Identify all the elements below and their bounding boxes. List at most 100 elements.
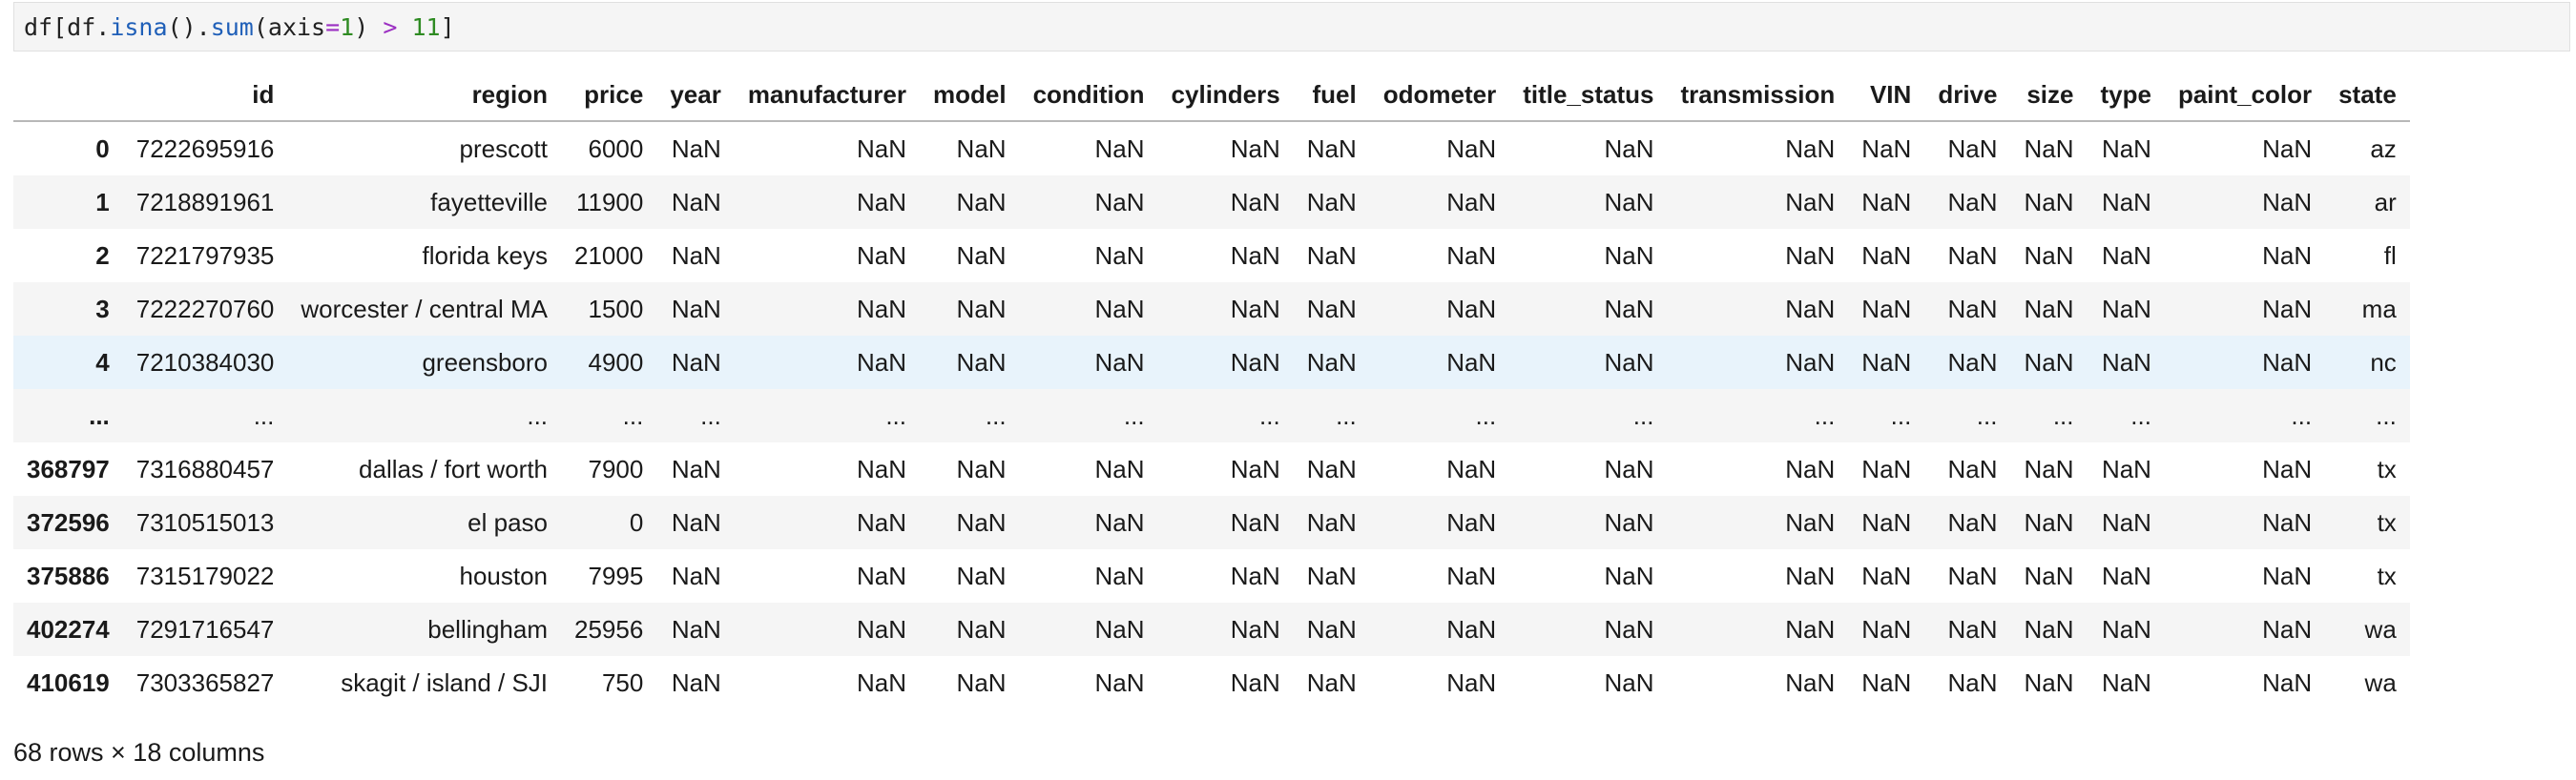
table-cell: NaN xyxy=(1306,614,1357,644)
table-cell: NaN xyxy=(1785,507,1836,537)
table-cell: 11900 xyxy=(575,187,644,216)
table-cell: NaN xyxy=(1446,454,1497,483)
table-cell: NaN xyxy=(1604,507,1654,537)
column-header-region: region xyxy=(287,69,562,122)
table-cell: NaN xyxy=(1861,187,1912,216)
table-cell: NaN xyxy=(2262,294,2313,323)
table-cell: NaN xyxy=(856,187,906,216)
row-index: 410619 xyxy=(27,667,110,697)
column-header-vin: VIN xyxy=(1848,69,1925,122)
table-cell: 7210384030 xyxy=(135,347,275,377)
table-row: 4 7210384030 greensboro 4900 NaN NaN NaN NaN NaN… xyxy=(13,336,2410,389)
table-cell: florida keys xyxy=(422,240,549,270)
table-cell: NaN xyxy=(1094,454,1145,483)
table-cell: NaN xyxy=(1785,187,1836,216)
column-header-drive: drive xyxy=(1924,69,2011,122)
table-cell: NaN xyxy=(2101,561,2151,590)
dataframe-shape-label: 68 rows × 18 columns xyxy=(13,738,265,767)
table-cell: 0 xyxy=(629,507,644,537)
code-cell-input[interactable]: df[df.isna().sum(axis=1) > 11] xyxy=(13,2,2570,51)
table-cell: NaN xyxy=(1230,294,1280,323)
index-header xyxy=(13,69,123,122)
table-cell: NaN xyxy=(2262,614,2313,644)
table-cell: NaN xyxy=(1230,667,1280,697)
table-cell: NaN xyxy=(2262,507,2313,537)
table-cell: NaN xyxy=(671,347,721,377)
row-index: 0 xyxy=(95,133,110,163)
table-row: ........................................… xyxy=(13,389,2410,442)
table-cell: NaN xyxy=(1861,133,1912,163)
table-row: 0 7222695916 prescott 6000 NaN NaN NaN NaN NaN Na… xyxy=(13,121,2410,175)
table-cell: NaN xyxy=(956,454,1007,483)
table-cell: ... xyxy=(985,400,1007,430)
table-cell: 7900 xyxy=(588,454,644,483)
table-cell: ... xyxy=(1259,400,1280,430)
table-cell: NaN xyxy=(1785,614,1836,644)
column-header-odometer: odometer xyxy=(1369,69,1510,122)
table-cell: NaN xyxy=(2024,667,2074,697)
table-cell: ... xyxy=(1814,400,1836,430)
table-cell: NaN xyxy=(1094,187,1145,216)
table-cell: NaN xyxy=(1446,347,1497,377)
table-cell: NaN xyxy=(1446,561,1497,590)
table-cell: 7291716547 xyxy=(135,614,275,644)
table-row: 368797 7316880457 dallas / fort worth 7900 N… xyxy=(13,442,2410,496)
table-cell: NaN xyxy=(1230,240,1280,270)
table-cell: NaN xyxy=(2101,614,2151,644)
column-header-fuel: fuel xyxy=(1293,69,1370,122)
table-cell: ... xyxy=(885,400,906,430)
table-cell: NaN xyxy=(1947,454,1998,483)
table-cell: NaN xyxy=(2101,454,2151,483)
table-row: 372596 7310515013 el paso 0 NaN NaN NaN NaN NaN N… xyxy=(13,496,2410,549)
row-index: 368797 xyxy=(27,454,110,483)
table-cell: NaN xyxy=(1604,133,1654,163)
table-cell: NaN xyxy=(671,294,721,323)
table-cell: NaN xyxy=(1446,667,1497,697)
code-token: ] xyxy=(440,13,455,41)
table-cell: NaN xyxy=(1947,561,1998,590)
table-cell: el paso xyxy=(467,507,549,537)
table-row: 1 7218891961 fayetteville 11900 NaN NaN NaN NaN… xyxy=(13,175,2410,229)
table-body: 0 7222695916 prescott 6000 NaN NaN NaN NaN NaN Na… xyxy=(13,121,2410,709)
table-cell: NaN xyxy=(1094,667,1145,697)
table-cell: NaN xyxy=(1785,667,1836,697)
table-cell: NaN xyxy=(2024,187,2074,216)
table-cell: 7315179022 xyxy=(135,561,275,590)
table-cell: NaN xyxy=(671,614,721,644)
table-cell: NaN xyxy=(1861,454,1912,483)
table-cell: NaN xyxy=(2024,294,2074,323)
table-cell: nc xyxy=(2370,347,2397,377)
table-cell: 7222695916 xyxy=(135,133,275,163)
column-header-model: model xyxy=(919,69,1020,122)
table-cell: NaN xyxy=(1306,561,1357,590)
table-cell: 7995 xyxy=(588,561,644,590)
table-cell: ma xyxy=(2361,294,2397,323)
column-header-condition: condition xyxy=(1019,69,1158,122)
table-cell: NaN xyxy=(1306,507,1357,537)
table-cell: NaN xyxy=(2101,133,2151,163)
table-cell: NaN xyxy=(1604,240,1654,270)
table-cell: NaN xyxy=(1446,133,1497,163)
code-token: sum xyxy=(210,13,254,41)
table-cell: NaN xyxy=(956,187,1007,216)
table-cell: NaN xyxy=(956,561,1007,590)
table-cell: NaN xyxy=(956,133,1007,163)
column-header-year: year xyxy=(656,69,735,122)
column-header-paint_color: paint_color xyxy=(2164,69,2326,122)
table-cell: ... xyxy=(2376,400,2397,430)
table-cell: ... xyxy=(2130,400,2151,430)
table-cell: 4900 xyxy=(588,347,644,377)
table-cell: NaN xyxy=(956,347,1007,377)
column-header-price: price xyxy=(561,69,657,122)
table-cell: NaN xyxy=(1306,187,1357,216)
table-cell: NaN xyxy=(1230,187,1280,216)
table-cell: houston xyxy=(459,561,549,590)
table-cell: NaN xyxy=(1785,294,1836,323)
table-cell: NaN xyxy=(1604,614,1654,644)
table-cell: NaN xyxy=(1785,133,1836,163)
table-cell: NaN xyxy=(2024,614,2074,644)
table-cell: ... xyxy=(1123,400,1145,430)
table-cell: 1500 xyxy=(588,294,644,323)
table-cell: fayetteville xyxy=(430,187,549,216)
table-cell: 21000 xyxy=(574,240,644,270)
